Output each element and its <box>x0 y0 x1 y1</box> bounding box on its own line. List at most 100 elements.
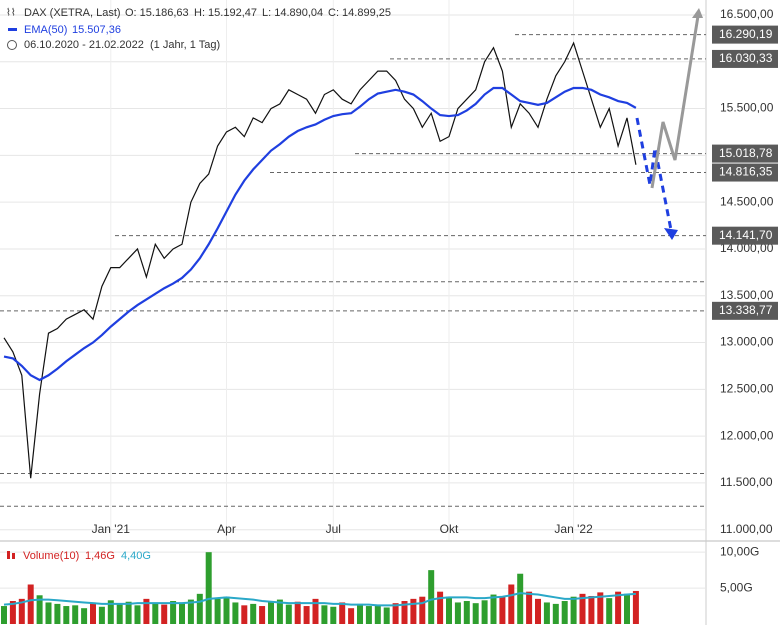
legend-value: 4,40G <box>121 550 151 562</box>
volume-bar <box>535 598 541 624</box>
y-tick-label: 12.000,00 <box>720 428 774 442</box>
volume-bar <box>125 601 132 624</box>
label-box <box>712 144 778 163</box>
volume-bar <box>606 598 613 624</box>
icon: ⌇⌇ <box>6 8 16 19</box>
volume-bar <box>570 596 577 624</box>
volume-bar <box>276 599 283 624</box>
label-box <box>712 49 778 68</box>
level-label: 16.290,19 <box>712 25 778 44</box>
label-box <box>712 25 778 44</box>
volume-bar <box>143 598 150 624</box>
span: (1 Jahr, 1 Tag) <box>150 39 220 51</box>
level-value: 14.816,35 <box>719 165 773 179</box>
level-label: 14.141,70 <box>712 226 778 245</box>
volume-bar <box>357 603 363 624</box>
volume-bar <box>81 608 88 624</box>
x-tick-label: Jan '21 <box>92 522 131 536</box>
volume-ma <box>3 592 636 607</box>
volume-bar <box>9 601 16 624</box>
icon <box>7 551 10 559</box>
y-tick-label: 15.500,00 <box>720 101 774 115</box>
volume-bar <box>18 598 25 624</box>
open: O: 15.186,63 <box>125 7 189 19</box>
legend-value: 1,46G <box>85 550 115 562</box>
volume-bar <box>27 584 34 624</box>
volume-bar <box>214 598 221 624</box>
volume-bar <box>63 606 70 624</box>
level-label: 16.030,33 <box>712 49 778 68</box>
label-box <box>712 226 778 245</box>
y-tick-label: 10,00G <box>720 544 759 558</box>
period: 06.10.2020 - 21.02.2022 <box>24 39 144 51</box>
volume-bar <box>526 591 533 624</box>
projection-down <box>635 117 674 236</box>
level-value: 15.018,78 <box>719 146 773 160</box>
volume-bar <box>321 605 328 624</box>
volume-bar <box>312 598 319 624</box>
volume-bar <box>615 591 622 624</box>
volume-bar <box>428 570 435 624</box>
volume-bar <box>241 605 248 624</box>
level-value: 16.290,19 <box>719 27 773 41</box>
volume-bar <box>259 606 266 624</box>
volume-bar <box>365 606 372 624</box>
volume-bar <box>72 605 79 624</box>
y-tick-label: 14.500,00 <box>720 194 774 208</box>
level-value: 14.141,70 <box>719 228 773 242</box>
volume-bar <box>161 604 168 624</box>
label-box <box>712 301 778 320</box>
volume-bar <box>107 600 114 624</box>
volume-bar <box>543 602 550 624</box>
volume-bar <box>232 602 239 624</box>
ema-line <box>3 86 637 382</box>
volume-bar <box>561 601 568 624</box>
volume-bar <box>454 602 461 624</box>
volume-bar <box>392 603 399 624</box>
volume-bar <box>303 606 310 624</box>
volume-bar <box>490 594 497 624</box>
volume-bar <box>624 593 630 624</box>
volume-bar <box>579 593 586 624</box>
volume-bar <box>597 592 604 624</box>
volume-bar <box>187 599 194 624</box>
high: H: 15.192,47 <box>194 7 257 19</box>
volume-bar <box>552 603 559 624</box>
close: C: 14.899,25 <box>328 7 391 19</box>
volume-bar <box>36 595 43 624</box>
volume-bar <box>339 602 346 624</box>
volume-bar <box>348 608 355 624</box>
icon <box>12 553 15 559</box>
legend-entry: EMA(50) <box>24 24 67 36</box>
symbol: DAX (XETRA, Last) <box>24 7 121 19</box>
x-tick-label: Apr <box>217 522 236 536</box>
volume-bar <box>481 600 488 624</box>
legend-entry: Volume(10) <box>23 550 79 562</box>
volume-bar <box>268 602 274 624</box>
volume-bar <box>588 595 595 624</box>
volume-bar <box>419 596 426 624</box>
volume-bar <box>205 552 212 624</box>
y-tick-label: 13.000,00 <box>720 335 774 349</box>
level-value: 13.338,77 <box>719 303 773 317</box>
volume-bar <box>196 593 203 624</box>
volume-bar <box>463 601 470 624</box>
x-tick-label: Jan '22 <box>554 522 593 536</box>
legend-swatch <box>8 28 17 31</box>
y-tick-label: 5,00G <box>720 580 753 594</box>
level-value: 16.030,33 <box>719 51 773 65</box>
legend-value: 15.507,36 <box>72 24 121 36</box>
volume-bar <box>152 602 159 624</box>
label-box <box>712 163 778 182</box>
volume-bar <box>632 590 639 624</box>
y-tick-label: 12.500,00 <box>720 381 774 395</box>
volume-bar <box>54 603 61 624</box>
volume-bar <box>134 605 141 624</box>
y-tick-label: 11.000,00 <box>720 522 773 536</box>
volume-bar <box>285 604 292 624</box>
volume-bar <box>517 573 524 624</box>
arrow-head <box>692 8 703 18</box>
volume-bar <box>401 601 408 624</box>
